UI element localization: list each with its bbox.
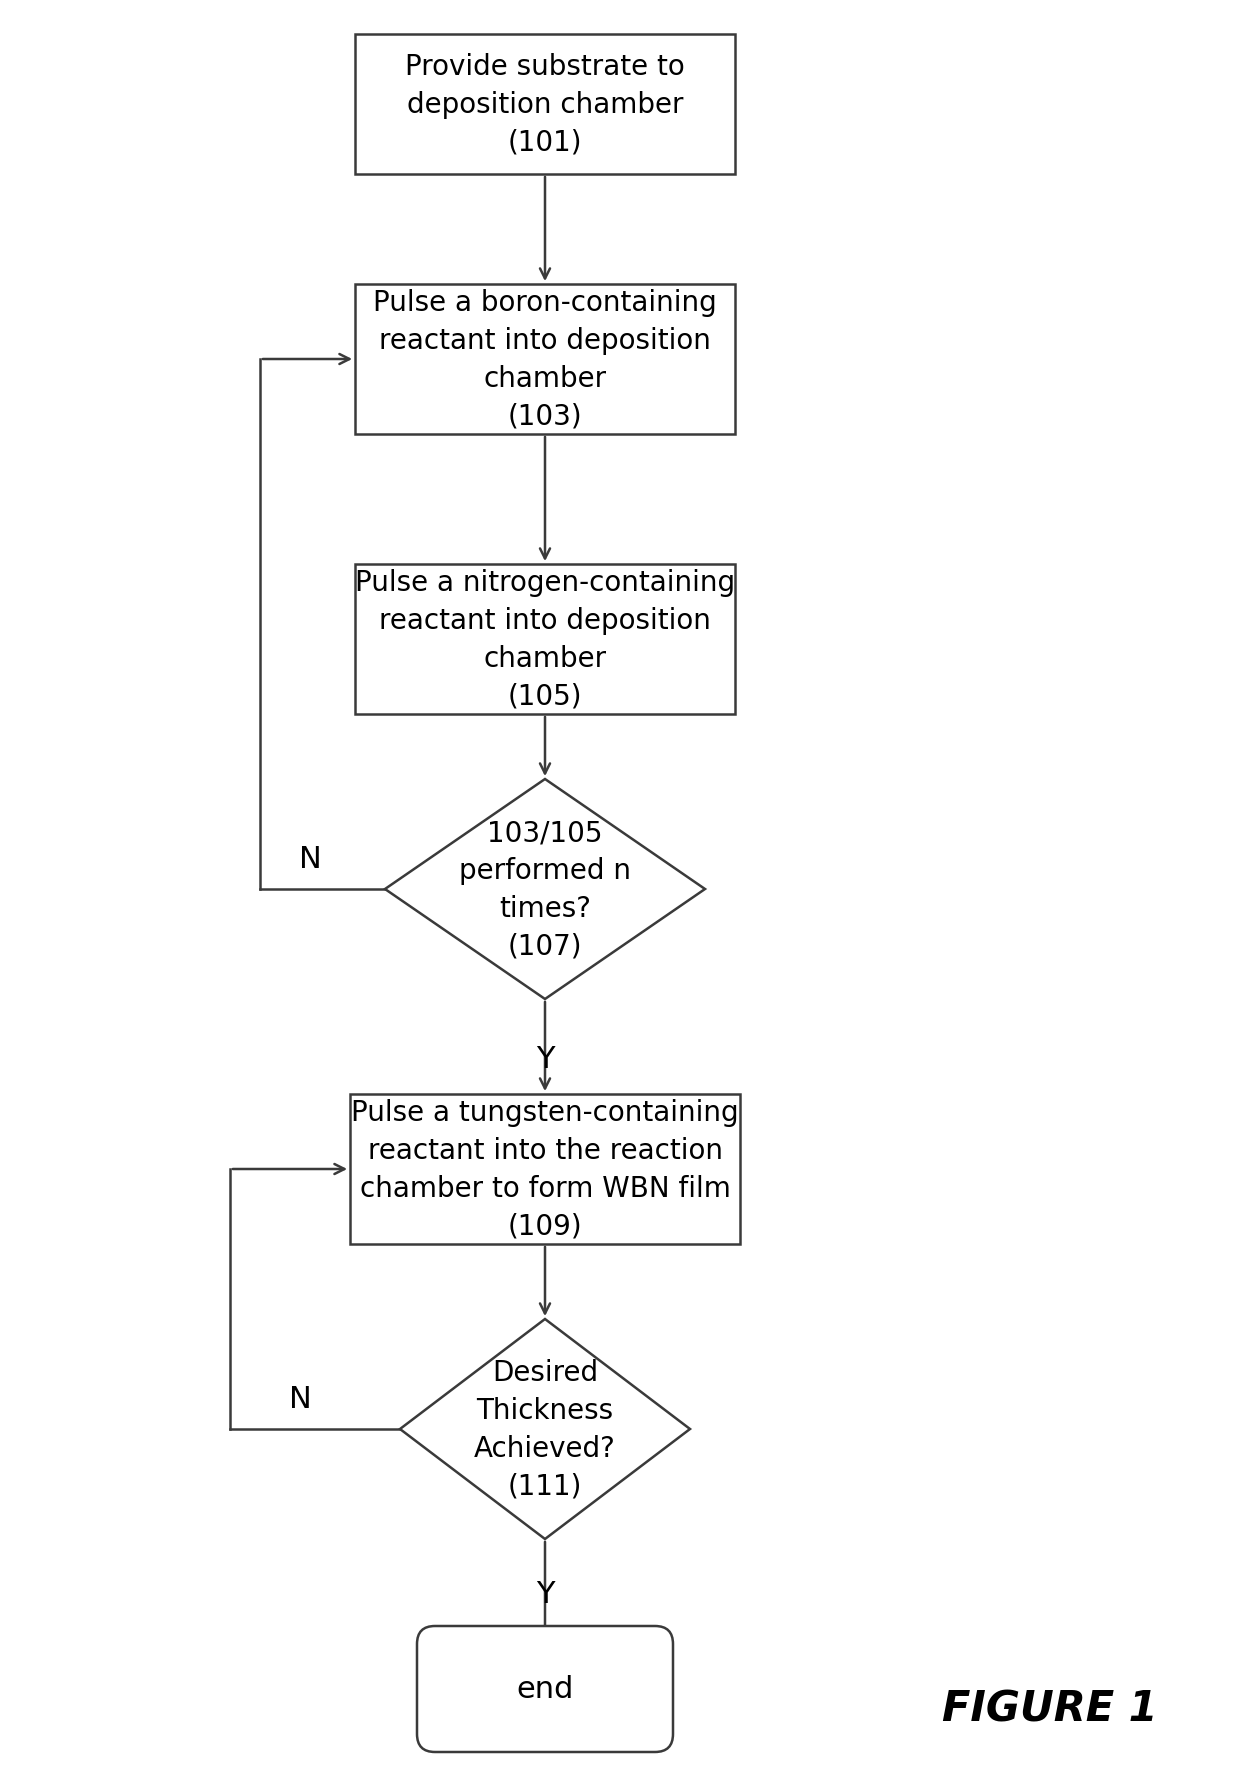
Text: 103/105
performed n
times?
(107): 103/105 performed n times? (107) — [459, 819, 631, 961]
Text: end: end — [516, 1675, 574, 1703]
FancyBboxPatch shape — [355, 36, 735, 175]
Polygon shape — [401, 1318, 689, 1539]
FancyBboxPatch shape — [355, 565, 735, 714]
Text: FIGURE 1: FIGURE 1 — [942, 1689, 1158, 1730]
Text: Pulse a nitrogen-containing
reactant into deposition
chamber
(105): Pulse a nitrogen-containing reactant int… — [355, 569, 735, 710]
FancyBboxPatch shape — [417, 1626, 673, 1751]
FancyBboxPatch shape — [355, 284, 735, 435]
Text: Pulse a boron-containing
reactant into deposition
chamber
(103): Pulse a boron-containing reactant into d… — [373, 290, 717, 431]
Text: N: N — [299, 844, 321, 875]
Text: Desired
Thickness
Achieved?
(111): Desired Thickness Achieved? (111) — [474, 1358, 616, 1499]
Polygon shape — [384, 780, 706, 1000]
Text: Y: Y — [536, 1580, 554, 1608]
FancyBboxPatch shape — [350, 1095, 740, 1245]
Text: N: N — [289, 1385, 311, 1413]
Text: Y: Y — [536, 1045, 554, 1073]
Text: Provide substrate to
deposition chamber
(101): Provide substrate to deposition chamber … — [405, 54, 684, 157]
Text: Pulse a tungsten-containing
reactant into the reaction
chamber to form WBN film
: Pulse a tungsten-containing reactant int… — [351, 1098, 739, 1240]
